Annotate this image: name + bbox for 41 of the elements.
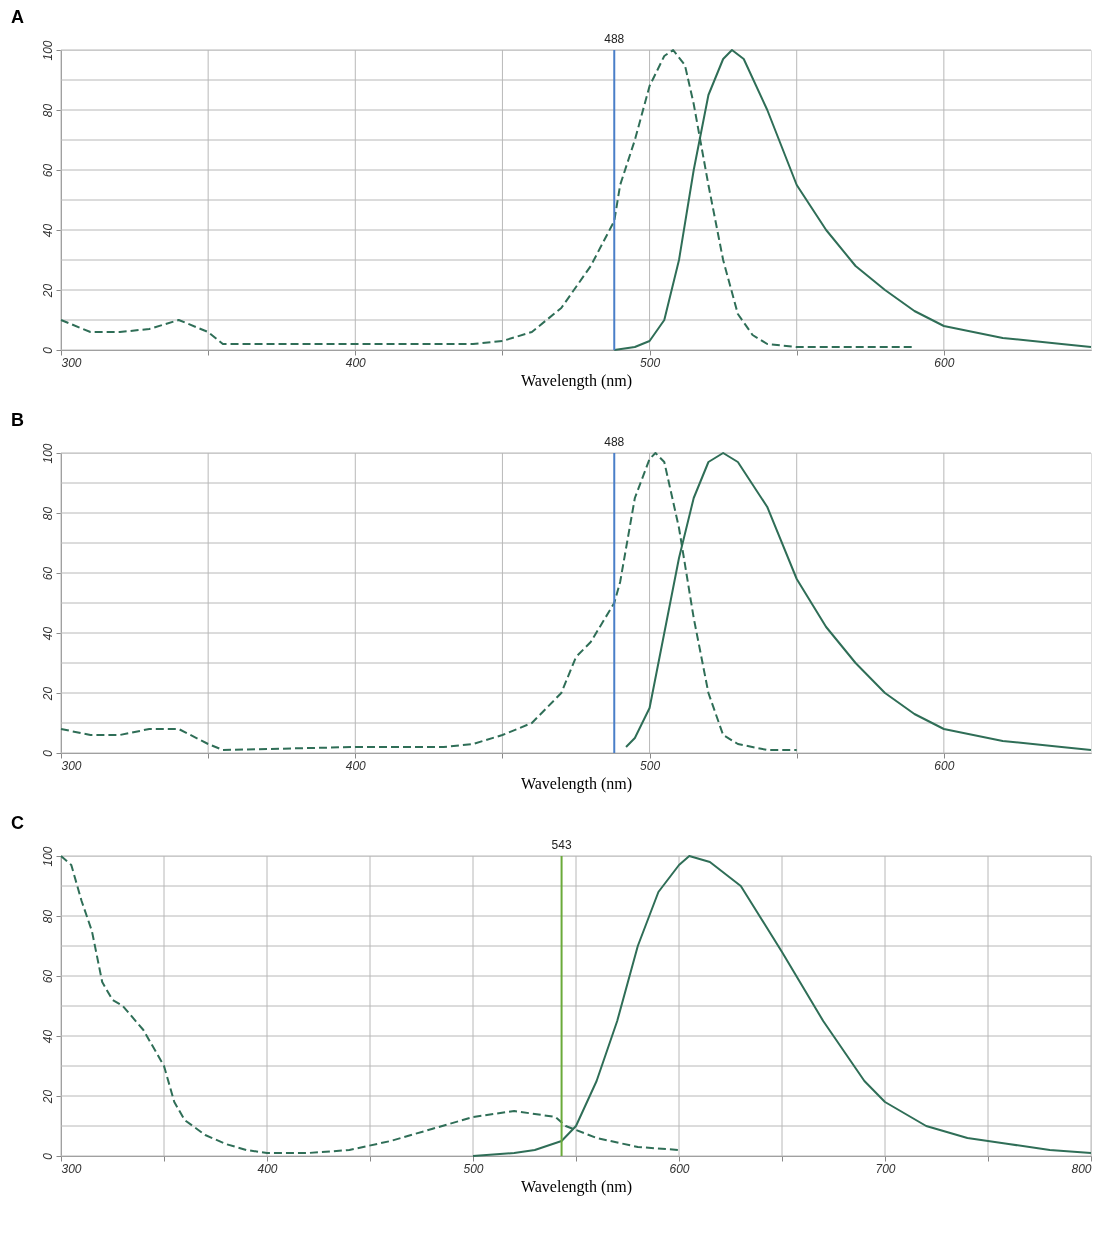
x-tick-label: 300 bbox=[61, 758, 82, 773]
y-tick-label: 20 bbox=[40, 283, 55, 299]
y-tick-label: 40 bbox=[40, 1029, 55, 1044]
y-tick-label: 60 bbox=[40, 163, 55, 178]
x-tick-label: 300 bbox=[61, 1161, 82, 1176]
chart-title: A bbox=[11, 7, 24, 27]
y-tick-label: 80 bbox=[40, 103, 55, 118]
x-tick-label: 600 bbox=[934, 758, 955, 773]
y-tick-label: 100 bbox=[40, 40, 55, 61]
x-axis-title: Wavelength (nm) bbox=[520, 774, 633, 793]
y-tick-label: 0 bbox=[40, 749, 55, 757]
y-tick-label: 80 bbox=[40, 909, 55, 924]
y-tick-label: 60 bbox=[40, 969, 55, 984]
ref-line-label: 543 bbox=[551, 838, 572, 852]
x-tick-label: 400 bbox=[257, 1161, 278, 1176]
chart-title: B bbox=[11, 410, 24, 430]
y-tick-label: 80 bbox=[40, 506, 55, 521]
x-tick-label: 500 bbox=[640, 758, 661, 773]
x-tick-label: 800 bbox=[1071, 1161, 1092, 1176]
y-tick-label: 0 bbox=[40, 1152, 55, 1160]
x-tick-label: 600 bbox=[669, 1161, 690, 1176]
y-tick-label: 40 bbox=[40, 223, 55, 238]
y-tick-label: 20 bbox=[40, 686, 55, 702]
x-tick-label: 400 bbox=[345, 758, 367, 773]
chart-title: C bbox=[11, 813, 24, 833]
ref-line-label: 488 bbox=[604, 435, 625, 449]
x-tick-label: 700 bbox=[875, 1161, 896, 1176]
x-tick-label: 600 bbox=[934, 355, 955, 370]
x-tick-label: 400 bbox=[345, 355, 367, 370]
y-tick-label: 100 bbox=[40, 443, 55, 464]
x-axis-title: Wavelength (nm) bbox=[520, 371, 633, 390]
x-tick-label: 300 bbox=[61, 355, 82, 370]
y-tick-label: 100 bbox=[40, 846, 55, 867]
ref-line-label: 488 bbox=[604, 32, 625, 46]
x-tick-label: 500 bbox=[640, 355, 661, 370]
y-tick-label: 40 bbox=[40, 626, 55, 641]
x-axis-title: Wavelength (nm) bbox=[520, 1177, 633, 1196]
y-tick-label: 20 bbox=[40, 1089, 55, 1105]
y-tick-label: 60 bbox=[40, 566, 55, 581]
y-tick-label: 0 bbox=[40, 346, 55, 354]
x-tick-label: 500 bbox=[463, 1161, 484, 1176]
